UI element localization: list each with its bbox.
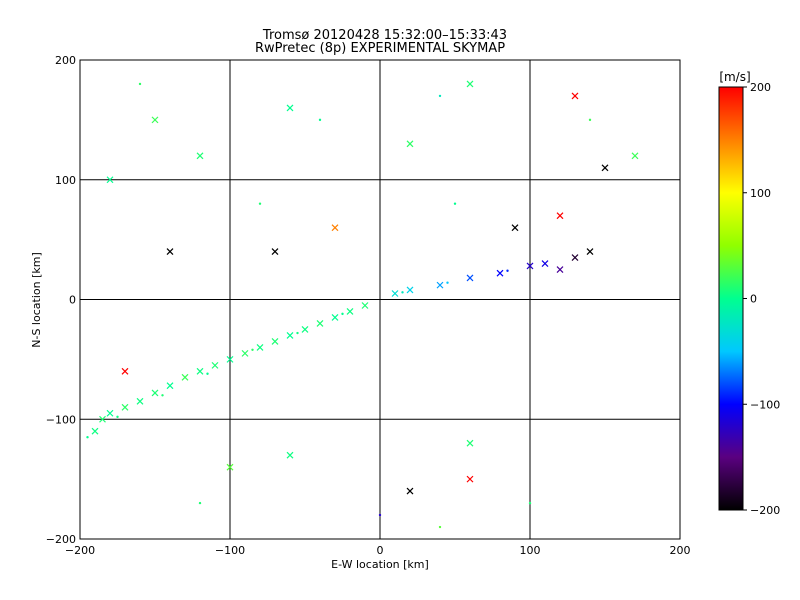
- x-tick-label: −200: [65, 544, 95, 557]
- data-point-x: [121, 367, 129, 375]
- colorbar-tick-label: 200: [750, 81, 771, 94]
- data-point-dot: [453, 202, 457, 205]
- data-point-dot: [318, 118, 322, 122]
- colorbar-tick-label: 100: [750, 187, 771, 200]
- data-point-x: [226, 355, 234, 363]
- data-point-dot: [588, 118, 592, 122]
- data-point-x: [91, 427, 99, 435]
- data-point-x: [511, 224, 519, 232]
- data-point-x: [406, 286, 414, 294]
- data-point-x: [151, 116, 159, 124]
- x-tick-label: 200: [670, 544, 691, 557]
- colorbar-label: [m/s]: [719, 70, 750, 84]
- grid-lines: [80, 60, 680, 539]
- colorbar-tick-label: −200: [750, 504, 780, 517]
- data-point-x: [151, 389, 159, 397]
- data-point-dot: [206, 372, 209, 375]
- y-tick-label: 200: [55, 54, 76, 67]
- data-point-x: [331, 314, 339, 321]
- data-point-x: [181, 373, 189, 381]
- data-point-x: [166, 382, 174, 390]
- data-point-dot: [506, 269, 509, 272]
- data-point-x: [331, 224, 339, 232]
- data-point-x: [586, 248, 594, 256]
- data-point-dot: [258, 202, 262, 205]
- data-point-x: [466, 475, 474, 483]
- colorbar: [718, 86, 744, 511]
- data-points: [86, 80, 639, 529]
- y-axis-label: N-S location [km]: [30, 252, 43, 348]
- data-point-dot: [401, 291, 404, 294]
- data-point-dot: [86, 436, 89, 439]
- colorbar-tick-label: −100: [750, 398, 780, 411]
- x-tick-labels: −200 −100 0 100 200: [65, 544, 691, 557]
- data-point-x: [106, 409, 114, 417]
- y-tick-label: −100: [46, 413, 76, 426]
- data-point-x: [466, 274, 474, 282]
- data-point-dot: [296, 331, 299, 335]
- data-point-dot: [341, 312, 344, 316]
- data-point-x: [556, 266, 564, 273]
- data-point-x: [406, 140, 414, 148]
- x-axis-label: E-W location [km]: [331, 558, 429, 571]
- data-point-x: [316, 320, 324, 327]
- plot-frame: [79, 59, 681, 540]
- data-point-x: [196, 367, 204, 375]
- data-point-dot: [378, 513, 382, 517]
- data-point-x: [286, 104, 294, 112]
- data-point-x: [271, 248, 279, 256]
- chart-title: Tromsø 20120428 15:32:00–15:33:43: [262, 28, 507, 43]
- data-point-x: [571, 254, 579, 262]
- data-point-x: [526, 262, 534, 270]
- colorbar-tick-label: 0: [750, 293, 757, 306]
- data-point-dot: [438, 94, 442, 98]
- data-point-x: [631, 152, 639, 160]
- data-point-x: [541, 260, 549, 267]
- data-point-dot: [138, 82, 142, 86]
- chart-subtitle: RwPretec (8p) EXPERIMENTAL SKYMAP: [255, 41, 505, 56]
- x-tick-label: 100: [520, 544, 541, 557]
- data-point-x: [286, 451, 294, 459]
- data-point-x: [256, 343, 264, 351]
- data-point-x: [241, 349, 249, 357]
- y-tick-label: −200: [46, 533, 76, 546]
- y-tick-label: 100: [55, 174, 76, 187]
- data-point-x: [226, 463, 234, 471]
- data-point-x: [99, 415, 106, 423]
- data-point-x: [406, 487, 414, 495]
- data-point-x: [211, 361, 219, 369]
- data-point-dot: [161, 394, 164, 397]
- data-point-x: [466, 439, 474, 447]
- data-point-dot: [446, 281, 449, 284]
- x-tick-label: −100: [215, 544, 245, 557]
- data-point-x: [601, 164, 609, 172]
- data-point-x: [466, 80, 474, 88]
- x-tick-label: 0: [377, 544, 384, 557]
- colorbar-tick-labels: 200 100 0 −100 −200: [743, 81, 780, 517]
- y-tick-labels: −200 −100 0 100 200: [46, 54, 76, 546]
- data-point-x: [361, 302, 369, 309]
- data-point-x: [571, 92, 579, 100]
- data-point-dot: [198, 501, 202, 505]
- data-point-x: [166, 248, 174, 256]
- data-point-x: [436, 281, 444, 289]
- data-point-x: [391, 290, 399, 297]
- data-point-dot: [116, 415, 119, 419]
- data-point-x: [196, 152, 204, 160]
- data-point-x: [346, 308, 354, 315]
- data-point-x: [106, 176, 114, 184]
- data-point-x: [496, 269, 504, 277]
- data-point-x: [556, 212, 564, 220]
- data-point-x: [271, 337, 279, 345]
- data-point-dot: [251, 348, 254, 351]
- data-point-dot: [528, 501, 532, 505]
- data-point-x: [301, 326, 309, 333]
- data-point-x: [121, 403, 129, 411]
- y-tick-label: 0: [69, 294, 76, 307]
- data-point-x: [286, 332, 294, 339]
- data-point-x: [136, 397, 144, 405]
- data-point-dot: [438, 525, 442, 529]
